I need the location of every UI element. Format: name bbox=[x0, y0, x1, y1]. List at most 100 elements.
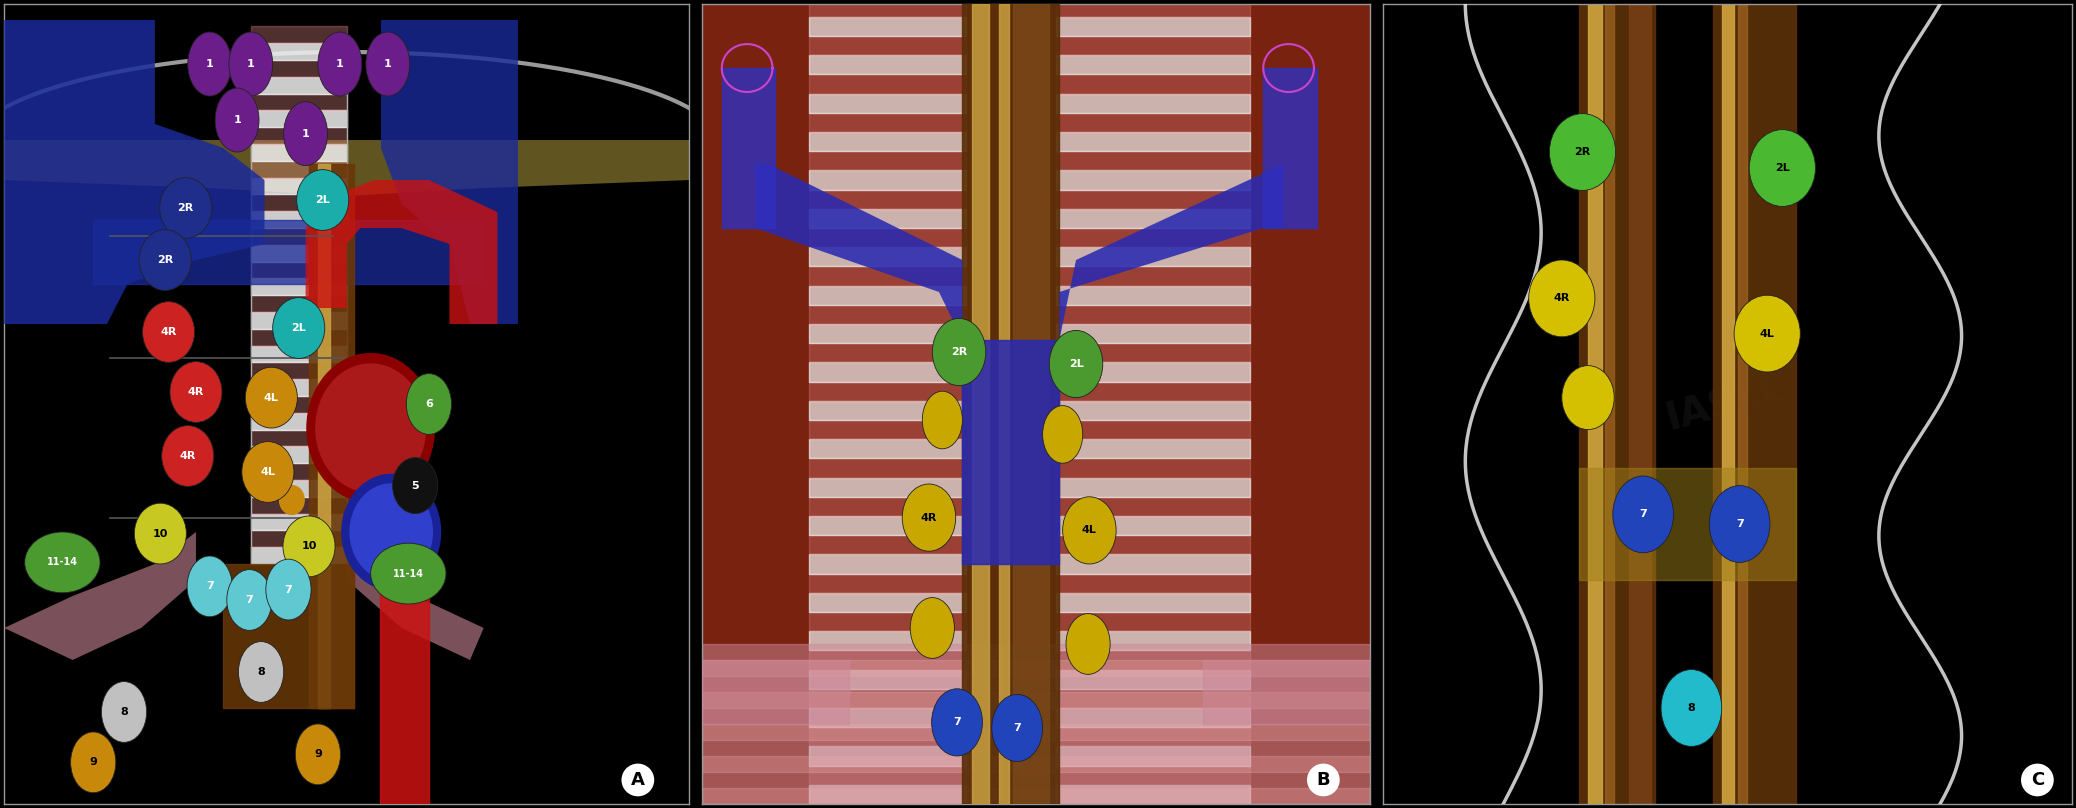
Text: 4R: 4R bbox=[187, 387, 203, 397]
Ellipse shape bbox=[1042, 406, 1084, 463]
Text: 4R: 4R bbox=[922, 512, 936, 523]
Ellipse shape bbox=[143, 301, 195, 363]
Text: 7: 7 bbox=[1013, 723, 1021, 733]
Text: 1: 1 bbox=[247, 59, 255, 69]
Ellipse shape bbox=[318, 32, 361, 96]
Polygon shape bbox=[380, 500, 430, 804]
Polygon shape bbox=[1713, 4, 1796, 804]
Ellipse shape bbox=[1750, 129, 1814, 206]
Ellipse shape bbox=[160, 178, 212, 238]
Ellipse shape bbox=[372, 543, 446, 604]
Polygon shape bbox=[305, 180, 498, 324]
Ellipse shape bbox=[25, 532, 100, 593]
Ellipse shape bbox=[187, 556, 233, 617]
Polygon shape bbox=[1588, 4, 1603, 804]
Text: 11-14: 11-14 bbox=[48, 558, 79, 567]
Ellipse shape bbox=[239, 642, 284, 702]
Polygon shape bbox=[999, 4, 1009, 804]
Ellipse shape bbox=[187, 32, 233, 96]
Text: 8: 8 bbox=[257, 667, 266, 677]
Polygon shape bbox=[1721, 4, 1733, 804]
Text: 7: 7 bbox=[206, 582, 214, 591]
Text: 1: 1 bbox=[301, 128, 309, 139]
Polygon shape bbox=[382, 20, 519, 324]
Text: C: C bbox=[2030, 771, 2045, 789]
Polygon shape bbox=[972, 4, 988, 804]
Ellipse shape bbox=[170, 362, 222, 423]
Ellipse shape bbox=[1048, 330, 1102, 398]
Text: 8: 8 bbox=[1688, 703, 1696, 713]
Ellipse shape bbox=[1065, 613, 1111, 675]
Ellipse shape bbox=[1613, 476, 1673, 553]
Text: 7: 7 bbox=[284, 584, 293, 595]
Text: 9: 9 bbox=[89, 757, 98, 768]
Ellipse shape bbox=[392, 457, 438, 514]
Polygon shape bbox=[347, 532, 484, 660]
Ellipse shape bbox=[71, 732, 116, 793]
Text: 1: 1 bbox=[206, 59, 214, 69]
Text: 5: 5 bbox=[411, 481, 419, 490]
Ellipse shape bbox=[407, 373, 450, 435]
Polygon shape bbox=[1738, 4, 1746, 804]
Ellipse shape bbox=[295, 724, 340, 785]
Polygon shape bbox=[93, 220, 484, 284]
Ellipse shape bbox=[297, 170, 349, 230]
Text: 11-14: 11-14 bbox=[392, 569, 424, 579]
Text: 2L: 2L bbox=[1775, 163, 1790, 173]
Ellipse shape bbox=[932, 318, 986, 385]
Polygon shape bbox=[1262, 68, 1316, 228]
Ellipse shape bbox=[1661, 670, 1721, 747]
Ellipse shape bbox=[1733, 295, 1800, 372]
Polygon shape bbox=[963, 4, 1059, 804]
Ellipse shape bbox=[922, 391, 963, 448]
Ellipse shape bbox=[903, 484, 955, 551]
Ellipse shape bbox=[1549, 114, 1615, 191]
Polygon shape bbox=[4, 532, 195, 660]
Text: 7: 7 bbox=[1736, 519, 1744, 529]
Text: 10: 10 bbox=[154, 528, 168, 539]
Polygon shape bbox=[702, 660, 849, 724]
Text: 1: 1 bbox=[336, 59, 345, 69]
Polygon shape bbox=[963, 340, 1059, 564]
Ellipse shape bbox=[226, 570, 272, 630]
Ellipse shape bbox=[1561, 365, 1615, 430]
Polygon shape bbox=[702, 644, 1370, 804]
Ellipse shape bbox=[216, 88, 260, 152]
Text: 2L: 2L bbox=[316, 195, 330, 205]
Text: 9: 9 bbox=[313, 749, 322, 760]
Ellipse shape bbox=[1709, 486, 1771, 562]
Ellipse shape bbox=[243, 442, 295, 503]
Text: 4R: 4R bbox=[1553, 293, 1569, 304]
Ellipse shape bbox=[909, 598, 955, 659]
Text: 4L: 4L bbox=[260, 467, 276, 477]
Circle shape bbox=[351, 484, 432, 580]
Polygon shape bbox=[318, 164, 330, 708]
Text: 1: 1 bbox=[384, 59, 392, 69]
Polygon shape bbox=[1580, 4, 1655, 804]
Ellipse shape bbox=[139, 229, 191, 290]
Ellipse shape bbox=[272, 297, 324, 359]
Ellipse shape bbox=[266, 559, 311, 620]
Text: 6: 6 bbox=[426, 399, 432, 409]
Text: 4L: 4L bbox=[1082, 525, 1096, 536]
Text: 7: 7 bbox=[245, 595, 253, 605]
Ellipse shape bbox=[162, 426, 214, 486]
Text: 4L: 4L bbox=[264, 393, 278, 402]
Text: A: A bbox=[631, 771, 646, 789]
Polygon shape bbox=[4, 140, 689, 196]
Polygon shape bbox=[224, 564, 353, 708]
Ellipse shape bbox=[1528, 260, 1594, 337]
Text: 2L: 2L bbox=[1069, 359, 1084, 369]
Text: B: B bbox=[1316, 771, 1331, 789]
Ellipse shape bbox=[228, 32, 272, 96]
Circle shape bbox=[316, 364, 426, 492]
Circle shape bbox=[307, 354, 434, 503]
Text: 4R: 4R bbox=[179, 451, 195, 461]
Polygon shape bbox=[1630, 4, 1650, 804]
Circle shape bbox=[280, 486, 305, 515]
Text: 4L: 4L bbox=[1760, 329, 1775, 339]
Ellipse shape bbox=[245, 367, 297, 428]
Ellipse shape bbox=[284, 102, 328, 166]
Text: 8: 8 bbox=[120, 707, 129, 717]
Text: 7: 7 bbox=[953, 718, 961, 727]
